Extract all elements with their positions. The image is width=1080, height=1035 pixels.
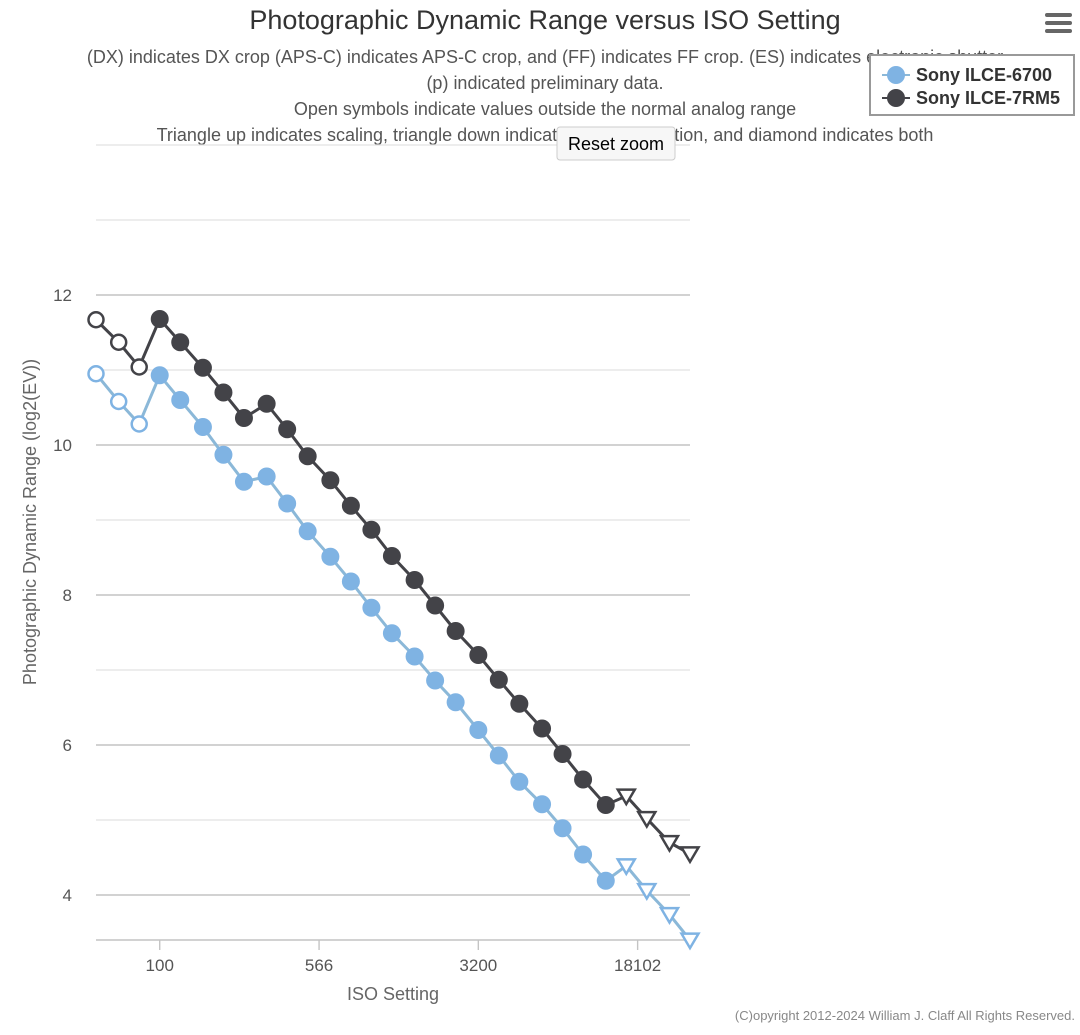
data-point[interactable] — [150, 366, 169, 385]
series-layer — [87, 310, 701, 951]
legend-label-7rm5[interactable]: Sony ILCE-7RM5 — [916, 88, 1060, 108]
data-point-open-circle[interactable] — [130, 415, 148, 433]
data-point[interactable] — [405, 571, 424, 589]
y-tick-label: 10 — [53, 436, 72, 455]
data-point[interactable] — [510, 772, 529, 791]
data-point[interactable] — [533, 719, 552, 738]
data-point-open-circle[interactable] — [130, 358, 148, 376]
data-point[interactable] — [596, 871, 615, 890]
data-point[interactable] — [171, 333, 190, 352]
reset-zoom-button-bg[interactable] — [556, 126, 676, 161]
data-point-triangle-down[interactable] — [658, 834, 681, 854]
hamburger-menu-icon[interactable] — [1042, 10, 1074, 37]
x-tick-label: 18102 — [614, 956, 661, 975]
data-point[interactable] — [214, 445, 233, 464]
legend-item-sony-ilce-6700[interactable]: Sony ILCE-6700 — [882, 65, 1052, 85]
data-point[interactable] — [214, 383, 233, 402]
data-point-triangle-down[interactable] — [658, 906, 681, 926]
data-point[interactable] — [321, 547, 340, 566]
data-point[interactable] — [446, 693, 465, 712]
x-axis-title: ISO Setting — [347, 984, 439, 1004]
x-tick-label: 100 — [146, 956, 174, 975]
data-point-triangle-down[interactable] — [679, 932, 701, 951]
data-point[interactable] — [426, 596, 445, 615]
y-tick-label: 8 — [63, 586, 72, 605]
data-point[interactable] — [553, 745, 572, 763]
legend-box — [869, 54, 1075, 116]
data-point-triangle-down[interactable] — [615, 858, 637, 877]
x-tick-label: 3200 — [459, 956, 497, 975]
data-point-triangle-down[interactable] — [615, 788, 637, 807]
data-point[interactable] — [469, 646, 488, 664]
y-axis-title: Photographic Dynamic Range (log2(EV)) — [20, 359, 40, 685]
data-point[interactable] — [298, 447, 317, 466]
data-point[interactable] — [278, 494, 297, 513]
x-tick-label: 566 — [305, 956, 333, 975]
data-point[interactable] — [193, 418, 212, 436]
data-point[interactable] — [596, 796, 615, 814]
data-point[interactable] — [362, 598, 381, 617]
data-point[interactable] — [298, 522, 317, 541]
data-point[interactable] — [446, 622, 465, 640]
data-point[interactable] — [257, 394, 276, 413]
chart-subtitle-line-1: (DX) indicates DX crop (APS-C) indicates… — [87, 47, 1003, 67]
data-point[interactable] — [234, 409, 253, 427]
data-point[interactable] — [405, 647, 424, 666]
data-point-open-circle[interactable] — [109, 333, 128, 351]
chart-title: Photographic Dynamic Range versus ISO Se… — [249, 5, 840, 35]
legend-item-sony-ilce-7rm5[interactable]: Sony ILCE-7RM5 — [882, 88, 1060, 108]
grid-lines — [96, 144, 690, 941]
legend: Sony ILCE-6700 Sony ILCE-7RM5 — [869, 54, 1075, 116]
y-tick-label: 6 — [63, 736, 72, 755]
data-point-triangle-down[interactable] — [636, 810, 658, 830]
data-point[interactable] — [362, 520, 381, 539]
reset-zoom-label[interactable]: Reset zoom — [568, 134, 664, 154]
legend-label-6700[interactable]: Sony ILCE-6700 — [916, 65, 1052, 85]
data-point[interactable] — [489, 746, 508, 765]
data-point[interactable] — [553, 819, 572, 838]
y-tick-label: 12 — [53, 286, 72, 305]
data-point[interactable] — [574, 845, 593, 864]
data-point[interactable] — [574, 770, 593, 789]
series-2 — [87, 310, 701, 865]
y-axis-ticks: 4 6 8 10 12 — [53, 286, 72, 905]
data-point[interactable] — [257, 467, 276, 486]
data-point[interactable] — [193, 358, 212, 377]
data-point[interactable] — [171, 391, 190, 409]
data-point[interactable] — [382, 624, 401, 643]
chart-subtitle-line-3: Open symbols indicate values outside the… — [294, 99, 796, 119]
data-point-triangle-down[interactable] — [679, 846, 701, 865]
x-axis-ticks: 100 566 3200 18102 — [146, 940, 661, 975]
data-point[interactable] — [382, 547, 401, 565]
legend-marker-6700 — [887, 66, 905, 84]
data-point-triangle-down[interactable] — [636, 882, 658, 902]
data-point[interactable] — [489, 670, 508, 689]
data-point[interactable] — [150, 310, 169, 328]
data-point[interactable] — [341, 496, 360, 515]
reset-zoom-button[interactable]: Reset zoom — [556, 126, 676, 161]
data-point[interactable] — [469, 721, 488, 739]
data-point[interactable] — [321, 471, 340, 490]
data-point-open-circle[interactable] — [87, 365, 105, 383]
credits-text[interactable]: (C)opyright 2012-2024 William J. Claff A… — [735, 1008, 1075, 1023]
y-tick-label: 4 — [63, 886, 72, 905]
legend-marker-7rm5 — [887, 89, 905, 107]
data-point-open-circle[interactable] — [109, 392, 128, 411]
data-point-open-circle[interactable] — [87, 311, 105, 329]
data-point[interactable] — [341, 572, 360, 591]
chart-subtitle-line-2: (p) indicated preliminary data. — [426, 73, 663, 93]
data-point[interactable] — [426, 671, 445, 690]
chart-subtitle-line-4: Triangle up indicates scaling, triangle … — [157, 125, 934, 145]
data-point[interactable] — [234, 472, 253, 491]
series-1 — [87, 365, 701, 951]
data-point[interactable] — [510, 694, 529, 713]
data-point[interactable] — [278, 420, 297, 439]
series-line — [94, 372, 692, 941]
data-point[interactable] — [533, 795, 552, 814]
